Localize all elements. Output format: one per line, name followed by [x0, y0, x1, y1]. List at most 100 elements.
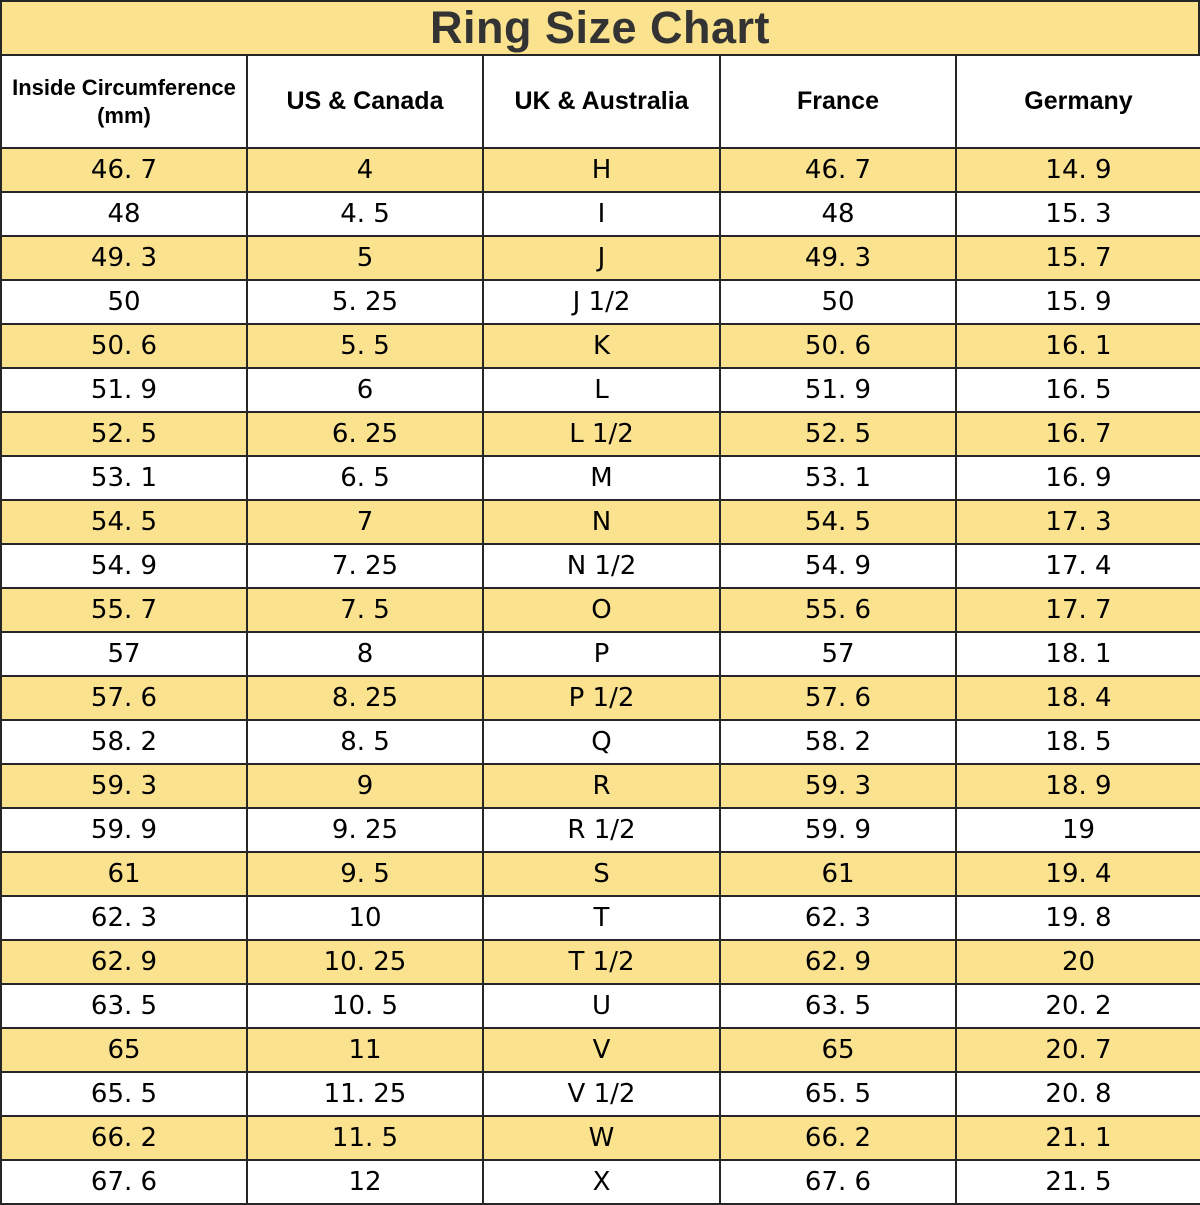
table-row: 46. 7 4 H 46. 7 14. 9 [1, 148, 1200, 193]
cell-inside-circumference: 65. 5 [1, 1072, 248, 1117]
table-row: 54. 5 7 N 54. 5 17. 3 [1, 500, 1200, 545]
cell-germany: 20. 7 [956, 1028, 1200, 1073]
cell-us-canada: 7 [247, 500, 484, 545]
cell-germany: 19. 8 [956, 896, 1200, 941]
cell-germany: 20 [956, 940, 1200, 985]
table-row: 55. 7 7. 5 O 55. 6 17. 7 [1, 588, 1200, 633]
table-row: 67. 6 12 X 67. 6 21. 5 [1, 1160, 1200, 1204]
cell-us-canada: 10. 5 [247, 984, 484, 1029]
column-header-germany: Germany [956, 56, 1200, 149]
cell-uk-australia: V [483, 1028, 721, 1073]
table-row: 50. 6 5. 5 K 50. 6 16. 1 [1, 324, 1200, 369]
cell-uk-australia: S [483, 852, 721, 897]
cell-uk-australia: O [483, 588, 721, 633]
cell-germany: 21. 5 [956, 1160, 1200, 1204]
cell-inside-circumference: 55. 7 [1, 588, 248, 633]
table-row: 54. 9 7. 25 N 1/2 54. 9 17. 4 [1, 544, 1200, 589]
cell-germany: 18. 4 [956, 676, 1200, 721]
cell-us-canada: 11. 25 [247, 1072, 484, 1117]
cell-us-canada: 10 [247, 896, 484, 941]
cell-france: 62. 9 [720, 940, 957, 985]
cell-france: 48 [720, 192, 957, 237]
cell-inside-circumference: 48 [1, 192, 248, 237]
cell-us-canada: 12 [247, 1160, 484, 1204]
table-body: 46. 7 4 H 46. 7 14. 9 48 4. 5 I 48 15. 3 49. 3 5 J 49… [1, 148, 1200, 1204]
cell-uk-australia: W [483, 1116, 721, 1161]
cell-us-canada: 8. 5 [247, 720, 484, 765]
cell-germany: 16. 1 [956, 324, 1200, 369]
cell-france: 61 [720, 852, 957, 897]
table-row: 57 8 P 57 18. 1 [1, 632, 1200, 677]
cell-us-canada: 8 [247, 632, 484, 677]
cell-inside-circumference: 59. 3 [1, 764, 248, 809]
ring-size-table: Inside Circumference (mm) US & Canada UK… [0, 56, 1200, 1205]
cell-germany: 18. 5 [956, 720, 1200, 765]
cell-us-canada: 7. 5 [247, 588, 484, 633]
table-row: 65. 5 11. 25 V 1/2 65. 5 20. 8 [1, 1072, 1200, 1117]
cell-france: 59. 3 [720, 764, 957, 809]
column-header-us-canada: US & Canada [247, 56, 484, 149]
cell-us-canada: 10. 25 [247, 940, 484, 985]
cell-us-canada: 4 [247, 148, 484, 193]
cell-uk-australia: H [483, 148, 721, 193]
table-row: 63. 5 10. 5 U 63. 5 20. 2 [1, 984, 1200, 1029]
column-header-line1: France [797, 86, 879, 115]
table-row: 51. 9 6 L 51. 9 16. 5 [1, 368, 1200, 413]
column-header-line1: Inside Circumference [12, 75, 236, 100]
table-row: 62. 3 10 T 62. 3 19. 8 [1, 896, 1200, 941]
cell-us-canada: 11 [247, 1028, 484, 1073]
cell-us-canada: 7. 25 [247, 544, 484, 589]
cell-us-canada: 5 [247, 236, 484, 281]
cell-inside-circumference: 50 [1, 280, 248, 325]
cell-us-canada: 9. 25 [247, 808, 484, 853]
cell-germany: 16. 9 [956, 456, 1200, 501]
cell-inside-circumference: 57 [1, 632, 248, 677]
cell-uk-australia: V 1/2 [483, 1072, 721, 1117]
table-row: 50 5. 25 J 1/2 50 15. 9 [1, 280, 1200, 325]
cell-uk-australia: Q [483, 720, 721, 765]
cell-france: 65. 5 [720, 1072, 957, 1117]
cell-uk-australia: L [483, 368, 721, 413]
cell-uk-australia: M [483, 456, 721, 501]
table-row: 62. 9 10. 25 T 1/2 62. 9 20 [1, 940, 1200, 985]
cell-germany: 17. 7 [956, 588, 1200, 633]
cell-france: 54. 9 [720, 544, 957, 589]
cell-germany: 15. 3 [956, 192, 1200, 237]
column-header-line2: (mm) [97, 102, 151, 128]
cell-inside-circumference: 67. 6 [1, 1160, 248, 1204]
column-header-uk-australia: UK & Australia [483, 56, 721, 149]
table-row: 49. 3 5 J 49. 3 15. 7 [1, 236, 1200, 281]
cell-uk-australia: P 1/2 [483, 676, 721, 721]
cell-us-canada: 8. 25 [247, 676, 484, 721]
cell-france: 63. 5 [720, 984, 957, 1029]
cell-germany: 15. 9 [956, 280, 1200, 325]
cell-uk-australia: T 1/2 [483, 940, 721, 985]
cell-us-canada: 4. 5 [247, 192, 484, 237]
cell-uk-australia: T [483, 896, 721, 941]
cell-france: 54. 5 [720, 500, 957, 545]
cell-germany: 17. 4 [956, 544, 1200, 589]
cell-inside-circumference: 59. 9 [1, 808, 248, 853]
cell-france: 51. 9 [720, 368, 957, 413]
column-header-inside-circumference: Inside Circumference (mm) [1, 56, 248, 149]
cell-uk-australia: J 1/2 [483, 280, 721, 325]
page-title: Ring Size Chart [0, 0, 1200, 56]
cell-germany: 20. 2 [956, 984, 1200, 1029]
table-row: 58. 2 8. 5 Q 58. 2 18. 5 [1, 720, 1200, 765]
column-header-line1: Germany [1024, 86, 1133, 115]
table-row: 61 9. 5 S 61 19. 4 [1, 852, 1200, 897]
cell-germany: 16. 5 [956, 368, 1200, 413]
cell-uk-australia: K [483, 324, 721, 369]
cell-inside-circumference: 66. 2 [1, 1116, 248, 1161]
cell-germany: 15. 7 [956, 236, 1200, 281]
cell-uk-australia: N [483, 500, 721, 545]
cell-france: 50 [720, 280, 957, 325]
cell-inside-circumference: 62. 3 [1, 896, 248, 941]
table-row: 48 4. 5 I 48 15. 3 [1, 192, 1200, 237]
cell-uk-australia: R [483, 764, 721, 809]
cell-us-canada: 11. 5 [247, 1116, 484, 1161]
cell-france: 62. 3 [720, 896, 957, 941]
cell-inside-circumference: 54. 5 [1, 500, 248, 545]
cell-uk-australia: R 1/2 [483, 808, 721, 853]
cell-inside-circumference: 52. 5 [1, 412, 248, 457]
